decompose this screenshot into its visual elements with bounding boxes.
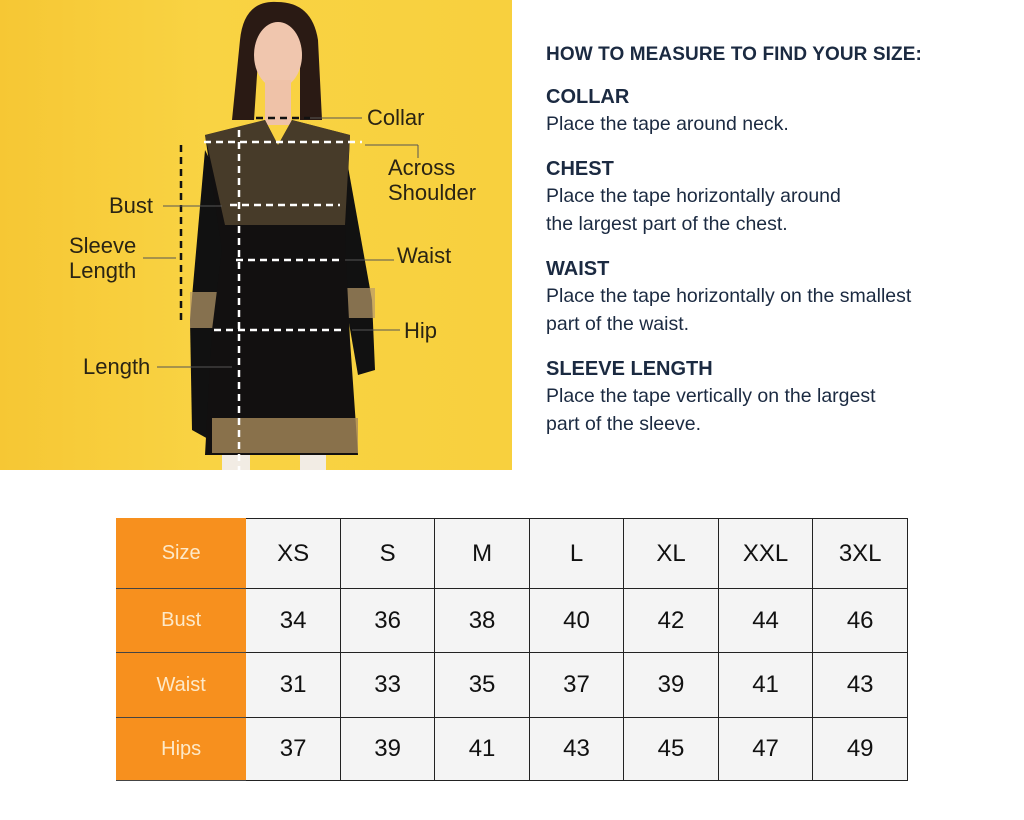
table-cell: 39 [623, 652, 719, 718]
section-text: Place the tape vertically on the largest [546, 385, 876, 407]
size-table: Size XS S M L XL XXL 3XL Bust 34 36 38 40 42 44 46 Waist… [115, 518, 908, 781]
table-cell: 3XL [812, 518, 908, 589]
table-cell: XL [623, 518, 719, 589]
model-figure-illustration [143, 1, 419, 470]
table-row: Hips 37 39 41 43 45 47 49 [115, 717, 908, 781]
table-cell: 39 [339, 717, 436, 781]
table-cell: 44 [717, 588, 814, 653]
label-across-shoulder-1: Across [388, 155, 456, 180]
table-row: Waist 31 33 35 37 39 41 43 [115, 652, 908, 718]
section-heading: COLLAR [546, 86, 630, 108]
table-cell: 41 [434, 717, 530, 781]
section-heading: WAIST [546, 258, 610, 280]
guide-section-waist: WAIST Place the tape horizontally on the… [546, 256, 986, 338]
guide-title: HOW TO MEASURE TO FIND YOUR SIZE: [546, 44, 922, 65]
label-length: Length [83, 354, 151, 379]
measuring-guide: HOW TO MEASURE TO FIND YOUR SIZE: COLLAR… [546, 44, 986, 456]
label-waist: Waist [397, 243, 452, 268]
table-cell: 35 [434, 652, 530, 718]
table-cell: 37 [245, 717, 341, 781]
table-cell: 34 [245, 588, 341, 653]
table-cell: 33 [339, 652, 436, 718]
section-text: the largest part of the chest. [546, 213, 788, 235]
table-cell: 49 [812, 717, 908, 781]
table-cell: 43 [528, 717, 625, 781]
label-bust: Bust [109, 193, 154, 218]
section-text: Place the tape around neck. [546, 113, 789, 135]
row-header: Bust [115, 588, 247, 653]
table-cell: XXL [717, 518, 814, 589]
table-cell: 36 [339, 588, 436, 653]
table-cell: 46 [812, 588, 908, 653]
row-header: Waist [115, 652, 247, 718]
table-cell: 40 [528, 588, 625, 653]
table-cell: L [528, 518, 625, 589]
table-row: Bust 34 36 38 40 42 44 46 [115, 588, 908, 653]
table-cell: 42 [623, 588, 719, 653]
section-text: part of the waist. [546, 313, 690, 335]
section-text: Place the tape horizontally on the small… [546, 285, 912, 307]
label-collar: Collar [367, 105, 425, 130]
table-cell: M [434, 518, 530, 589]
table-cell: 37 [528, 652, 625, 718]
section-text: Place the tape horizontally around [546, 185, 841, 207]
label-hip: Hip [404, 318, 438, 343]
table-cell: 38 [434, 588, 530, 653]
model-photo: Collar Across Shoulder Bust Sleeve Lengt… [0, 0, 512, 470]
section-text: part of the sleeve. [546, 413, 702, 435]
section-heading: CHEST [546, 158, 614, 180]
label-sleeve-length-1: Sleeve [69, 233, 137, 258]
label-sleeve-length-2: Length [69, 258, 137, 283]
table-cell: 45 [623, 717, 719, 781]
section-heading: SLEEVE LENGTH [546, 358, 713, 380]
table-cell: 41 [717, 652, 814, 718]
label-across-shoulder-2: Shoulder [388, 180, 477, 205]
table-cell: S [339, 518, 436, 589]
row-header: Size [115, 518, 247, 589]
table-row: Size XS S M L XL XXL 3XL [115, 518, 908, 589]
row-header: Hips [115, 717, 247, 781]
guide-section-chest: CHEST Place the tape horizontally around… [546, 156, 986, 238]
table-cell: 43 [812, 652, 908, 718]
guide-section-collar: COLLAR Place the tape around neck. [546, 84, 986, 138]
guide-section-sleeve-length: SLEEVE LENGTH Place the tape vertically … [546, 356, 986, 438]
table-cell: 47 [717, 717, 814, 781]
table-cell: XS [245, 518, 341, 589]
table-cell: 31 [245, 652, 341, 718]
